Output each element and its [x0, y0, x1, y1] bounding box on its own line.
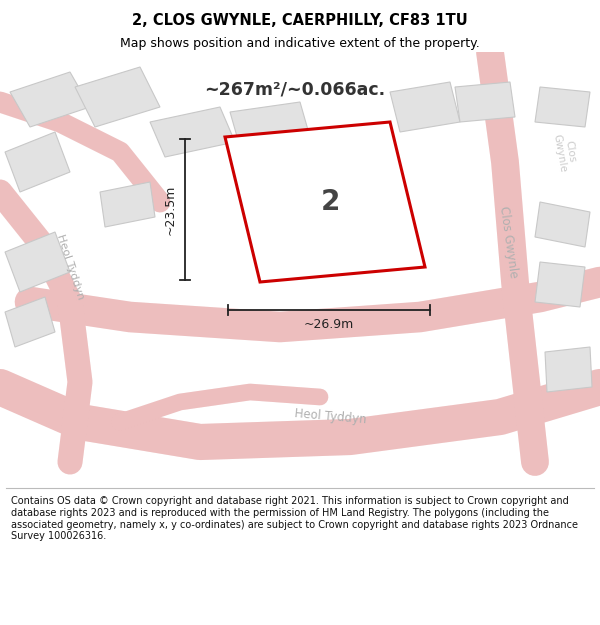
Text: Heol Tyddyn: Heol Tyddyn — [55, 233, 85, 301]
Polygon shape — [5, 132, 70, 192]
Text: ~26.9m: ~26.9m — [304, 318, 354, 331]
Polygon shape — [535, 202, 590, 247]
Polygon shape — [545, 347, 592, 392]
Text: 2: 2 — [320, 188, 340, 216]
Polygon shape — [5, 297, 55, 347]
Polygon shape — [535, 87, 590, 127]
Text: Clos Gwynle: Clos Gwynle — [497, 205, 520, 279]
Polygon shape — [225, 122, 425, 282]
Polygon shape — [390, 82, 460, 132]
Polygon shape — [10, 72, 90, 127]
Polygon shape — [230, 102, 310, 147]
Text: ~267m²/~0.066ac.: ~267m²/~0.066ac. — [205, 81, 386, 99]
Polygon shape — [5, 232, 70, 292]
Text: 2, CLOS GWYNLE, CAERPHILLY, CF83 1TU: 2, CLOS GWYNLE, CAERPHILLY, CF83 1TU — [132, 13, 468, 28]
Text: Map shows position and indicative extent of the property.: Map shows position and indicative extent… — [120, 38, 480, 51]
Text: Contains OS data © Crown copyright and database right 2021. This information is : Contains OS data © Crown copyright and d… — [11, 496, 578, 541]
Text: ~23.5m: ~23.5m — [164, 184, 177, 234]
Polygon shape — [75, 67, 160, 127]
Polygon shape — [150, 107, 235, 157]
Text: Clos
Gwynle: Clos Gwynle — [551, 131, 579, 173]
Text: Heol Tyddyn: Heol Tyddyn — [293, 408, 367, 427]
Polygon shape — [455, 82, 515, 122]
Polygon shape — [535, 262, 585, 307]
Polygon shape — [100, 182, 155, 227]
